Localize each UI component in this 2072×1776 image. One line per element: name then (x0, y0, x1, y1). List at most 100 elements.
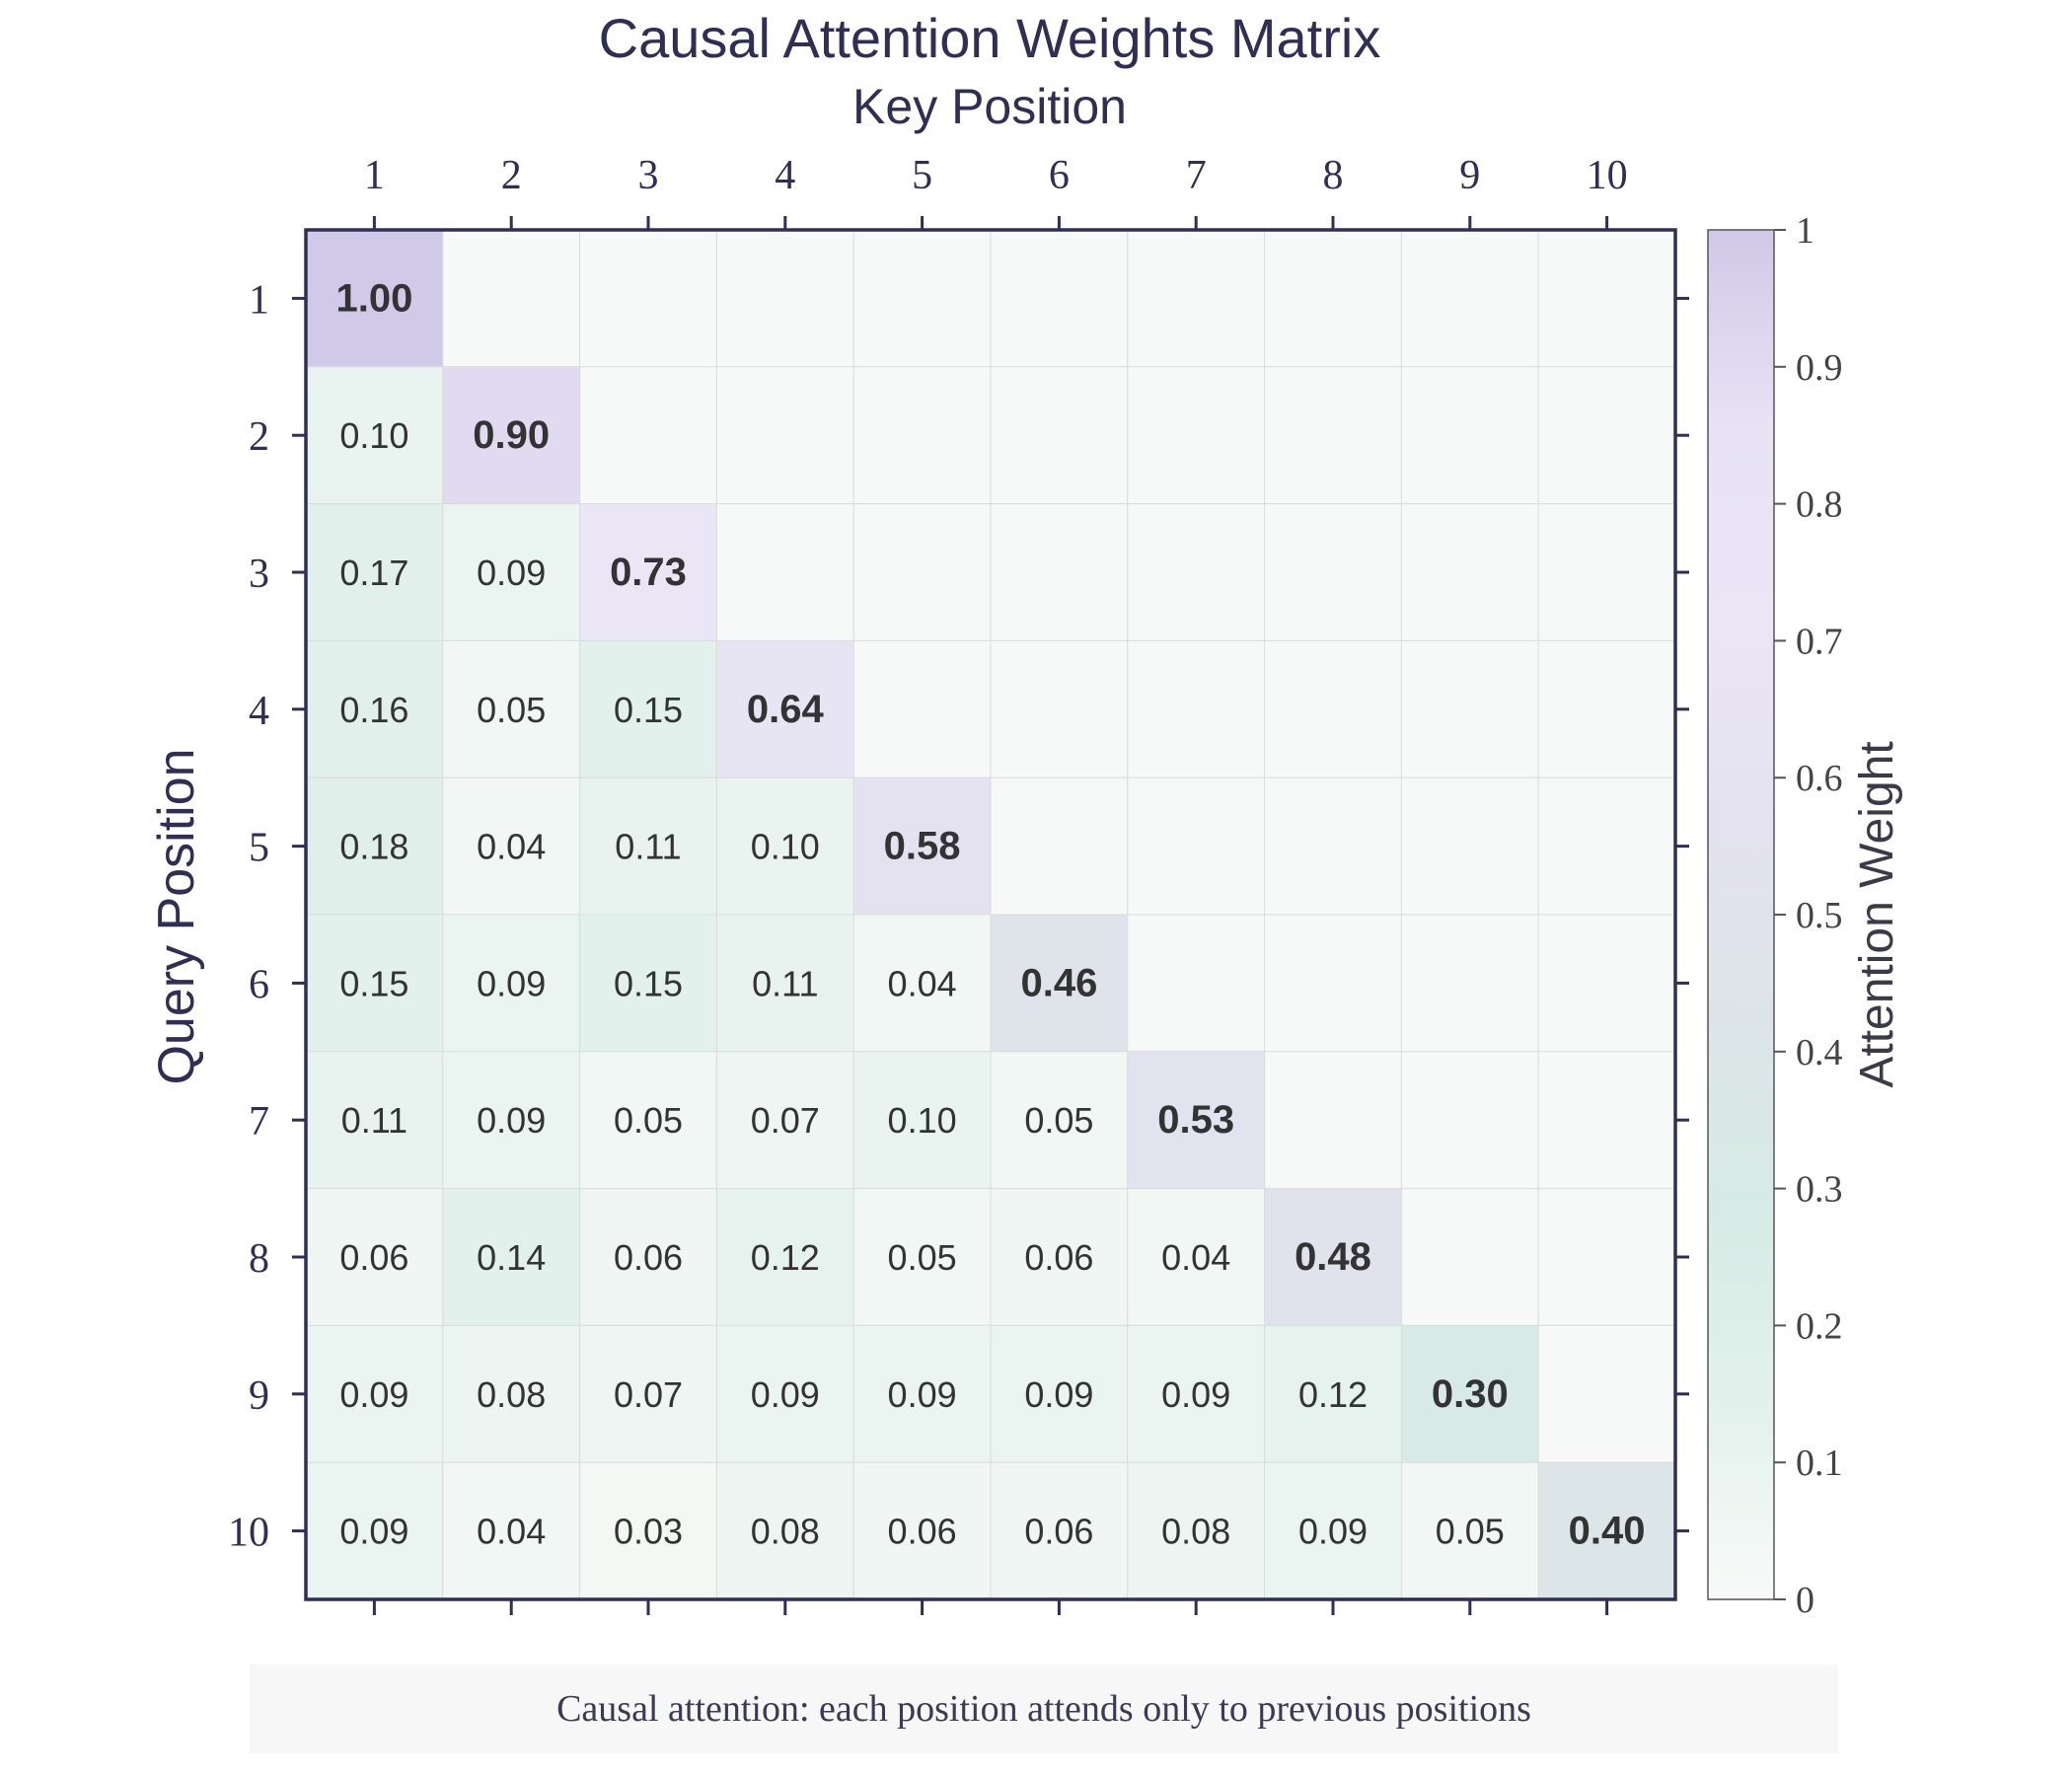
colorbar-tick-label: 0.4 (1796, 1032, 1843, 1073)
masked-cell (1264, 229, 1402, 368)
x-tick-label: 9 (1459, 153, 1480, 198)
cell-value-label: 0.10 (339, 415, 408, 456)
cell-value-label: 0.08 (477, 1374, 546, 1415)
cell-value-label: 0.09 (477, 553, 546, 593)
cell-value-label: 0.09 (888, 1374, 957, 1415)
masked-cell (1127, 777, 1266, 916)
cell-value-label: 0.64 (747, 688, 825, 731)
cell-value-label: 0.15 (339, 963, 408, 1003)
masked-cell (1537, 914, 1676, 1053)
axis-ticks: 1 1 2 2 3 3 4 4 5 5 6 6 7 7 8 8 9 9 10 10 (228, 153, 1689, 1615)
heatmap-cell (442, 1461, 581, 1600)
masked-cell (1264, 503, 1402, 641)
y-tick-label: 2 (249, 414, 269, 460)
y-tick-label: 6 (249, 962, 269, 1007)
x-tick-label: 3 (638, 153, 659, 198)
cell-value-label: 0.09 (477, 963, 546, 1003)
cell-value-label: 0.10 (888, 1100, 957, 1141)
masked-cell (1537, 1324, 1676, 1463)
masked-cell (1127, 366, 1266, 505)
y-tick-label: 10 (228, 1511, 269, 1556)
cell-value-label: 0.05 (477, 690, 546, 730)
x-tick-label: 6 (1049, 153, 1070, 198)
heatmap-cell (852, 1461, 992, 1600)
cell-value-label: 0.06 (339, 1237, 408, 1278)
heatmap-cell (442, 1188, 581, 1326)
chart-caption: Causal attention: each position attends … (250, 1665, 1838, 1753)
heatmap-cell (715, 914, 854, 1053)
y-tick-label: 7 (249, 1099, 269, 1145)
heatmap-cell (305, 639, 444, 778)
cell-value-label: 0.03 (614, 1512, 683, 1552)
masked-cell (715, 503, 854, 641)
masked-cell (852, 366, 992, 505)
colorbar-tick-label: 0.5 (1796, 895, 1843, 936)
x-tick-label: 5 (912, 153, 932, 198)
cell-value-label: 0.06 (614, 1237, 683, 1278)
cell-value-label: 0.40 (1569, 1510, 1646, 1553)
cell-value-label: 0.17 (339, 553, 408, 593)
colorbar-tick-label: 0.1 (1796, 1443, 1843, 1484)
heatmap-cell (442, 503, 581, 641)
masked-cell (1400, 1188, 1539, 1326)
masked-cell (990, 639, 1129, 778)
cell-value-label: 0.09 (1298, 1512, 1368, 1552)
masked-cell (1400, 366, 1539, 505)
heatmap-cell (442, 1324, 581, 1463)
x-tick-label: 10 (1587, 153, 1628, 198)
cell-value-label: 0.05 (614, 1100, 683, 1141)
heatmap-cell (1400, 1461, 1539, 1600)
cell-value-label: 0.53 (1157, 1098, 1234, 1142)
y-tick-label: 4 (249, 689, 269, 734)
cell-value-label: 0.10 (751, 827, 820, 867)
heatmap-cell (305, 1461, 444, 1600)
masked-cell (1537, 229, 1676, 368)
heatmap-cell (1127, 1051, 1266, 1190)
y-tick-label: 8 (249, 1236, 269, 1282)
heatmap-cell (305, 1324, 444, 1463)
y-tick-label: 5 (249, 826, 269, 871)
heatmap-cell (579, 914, 717, 1053)
masked-cell (1537, 1188, 1676, 1326)
masked-cell (1537, 639, 1676, 778)
cell-value-label: 0.04 (888, 963, 957, 1003)
heatmap-cell (1127, 1324, 1266, 1463)
cell-value-label: 0.12 (751, 1237, 820, 1278)
cell-value-label: 0.14 (477, 1237, 546, 1278)
cell-value-label: 0.05 (1024, 1100, 1093, 1141)
heatmap-cell (305, 914, 444, 1053)
cell-value-label: 0.04 (477, 827, 546, 867)
masked-cell (442, 229, 581, 368)
heatmap-cell (579, 1188, 717, 1326)
masked-cell (715, 229, 854, 368)
x-tick-label: 8 (1323, 153, 1344, 198)
colorbar-tick-label: 0.8 (1796, 484, 1843, 526)
masked-cell (579, 229, 717, 368)
masked-cell (1400, 503, 1539, 641)
colorbar-tick-label: 0.9 (1796, 347, 1843, 389)
y-axis-label: Query Position (148, 748, 205, 1084)
heatmap-cell (990, 1461, 1129, 1600)
cell-value-label: 0.05 (888, 1237, 957, 1278)
heatmap-cell (579, 777, 717, 916)
cell-value-label: 0.08 (1161, 1512, 1230, 1552)
colorbar-tick-label: 0 (1796, 1580, 1814, 1621)
heatmap-cell (715, 1188, 854, 1326)
heatmap-cell (1127, 1188, 1266, 1326)
heatmap-cell (305, 1051, 444, 1190)
heatmap-cell (852, 1324, 992, 1463)
y-tick-label: 3 (249, 552, 269, 597)
heatmap-cell (579, 503, 717, 641)
masked-cell (990, 777, 1129, 916)
heatmap-cell (305, 229, 444, 368)
heatmap-cell (442, 1051, 581, 1190)
heatmap-cell (442, 366, 581, 505)
y-tick-label: 9 (249, 1373, 269, 1419)
cell-value-label: 0.07 (751, 1100, 820, 1141)
masked-cell (1127, 229, 1266, 368)
heatmap-cell (1400, 1324, 1539, 1463)
cell-value-label: 0.09 (1024, 1374, 1093, 1415)
masked-cell (1400, 639, 1539, 778)
x-tick-label: 7 (1186, 153, 1207, 198)
heatmap-cell (1127, 1461, 1266, 1600)
